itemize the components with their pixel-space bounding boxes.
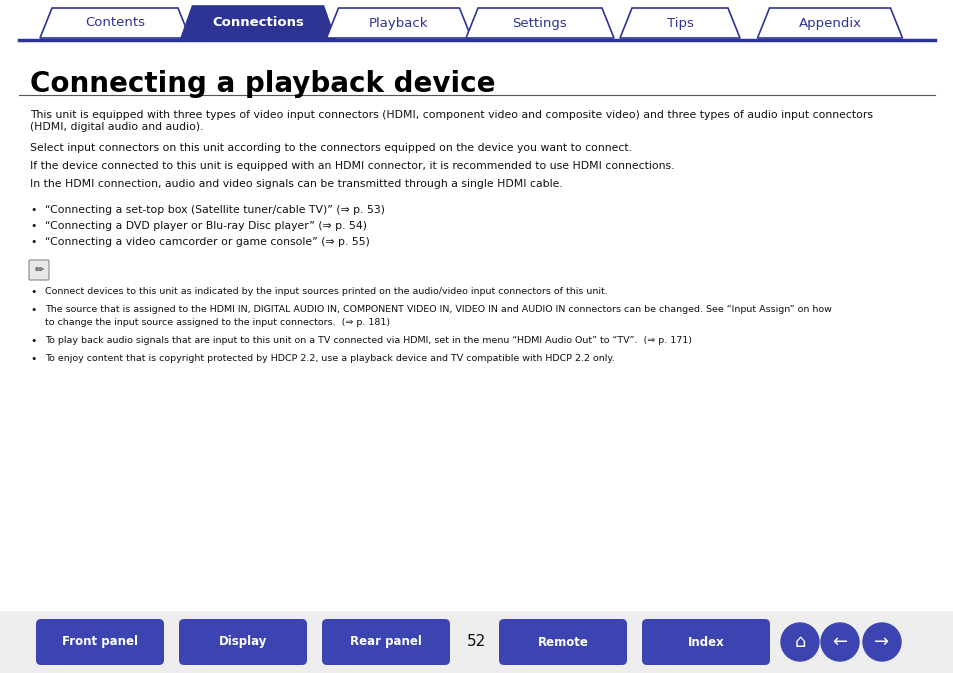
Text: Connect devices to this unit as indicated by the input sources printed on the au: Connect devices to this unit as indicate… [45, 287, 607, 296]
Text: Appendix: Appendix [798, 17, 861, 30]
Polygon shape [180, 6, 335, 40]
Text: Display: Display [218, 635, 267, 649]
Text: Connecting a playback device: Connecting a playback device [30, 70, 495, 98]
Polygon shape [619, 8, 740, 38]
Text: Front panel: Front panel [62, 635, 138, 649]
Text: Remote: Remote [537, 635, 588, 649]
Text: Rear panel: Rear panel [350, 635, 421, 649]
Text: →: → [874, 633, 888, 651]
Text: In the HDMI connection, audio and video signals can be transmitted through a sin: In the HDMI connection, audio and video … [30, 179, 562, 189]
Text: Tips: Tips [666, 17, 693, 30]
Text: ✏: ✏ [34, 265, 44, 275]
FancyBboxPatch shape [36, 619, 164, 665]
FancyBboxPatch shape [179, 619, 307, 665]
Text: Playback: Playback [369, 17, 428, 30]
Text: “Connecting a video camcorder or game console” (⇒ p. 55): “Connecting a video camcorder or game co… [45, 237, 370, 247]
Text: •: • [30, 205, 36, 215]
Text: Settings: Settings [512, 17, 567, 30]
Polygon shape [326, 8, 471, 38]
Circle shape [862, 623, 900, 661]
Text: Connections: Connections [212, 17, 304, 30]
Text: 52: 52 [467, 635, 486, 649]
FancyBboxPatch shape [498, 619, 626, 665]
Circle shape [781, 623, 818, 661]
Text: •: • [30, 287, 36, 297]
Text: If the device connected to this unit is equipped with an HDMI connector, it is r: If the device connected to this unit is … [30, 161, 674, 171]
Text: “Connecting a DVD player or Blu-ray Disc player” (⇒ p. 54): “Connecting a DVD player or Blu-ray Disc… [45, 221, 367, 231]
Text: “Connecting a set-top box (Satellite tuner/cable TV)” (⇒ p. 53): “Connecting a set-top box (Satellite tun… [45, 205, 385, 215]
Text: To play back audio signals that are input to this unit on a TV connected via HDM: To play back audio signals that are inpu… [45, 336, 691, 345]
Polygon shape [757, 8, 902, 38]
Text: ←: ← [832, 633, 846, 651]
Text: Index: Index [687, 635, 723, 649]
Text: •: • [30, 336, 36, 346]
Text: This unit is equipped with three types of video input connectors (HDMI, componen: This unit is equipped with three types o… [30, 110, 872, 132]
Text: to change the input source assigned to the input connectors.  (⇒ p. 181): to change the input source assigned to t… [45, 318, 390, 327]
Text: Select input connectors on this unit according to the connectors equipped on the: Select input connectors on this unit acc… [30, 143, 631, 153]
Text: To enjoy content that is copyright protected by HDCP 2.2, use a playback device : To enjoy content that is copyright prote… [45, 354, 614, 363]
Polygon shape [40, 8, 190, 38]
Text: •: • [30, 237, 36, 247]
Circle shape [821, 623, 858, 661]
Text: •: • [30, 305, 36, 315]
Text: The source that is assigned to the HDMI IN, DIGITAL AUDIO IN, COMPONENT VIDEO IN: The source that is assigned to the HDMI … [45, 305, 831, 314]
Text: ⌂: ⌂ [794, 633, 805, 651]
Text: Contents: Contents [85, 17, 145, 30]
FancyBboxPatch shape [641, 619, 769, 665]
FancyBboxPatch shape [322, 619, 450, 665]
FancyBboxPatch shape [0, 611, 953, 673]
Polygon shape [465, 8, 614, 38]
Text: •: • [30, 354, 36, 364]
FancyBboxPatch shape [29, 260, 49, 280]
Text: •: • [30, 221, 36, 231]
